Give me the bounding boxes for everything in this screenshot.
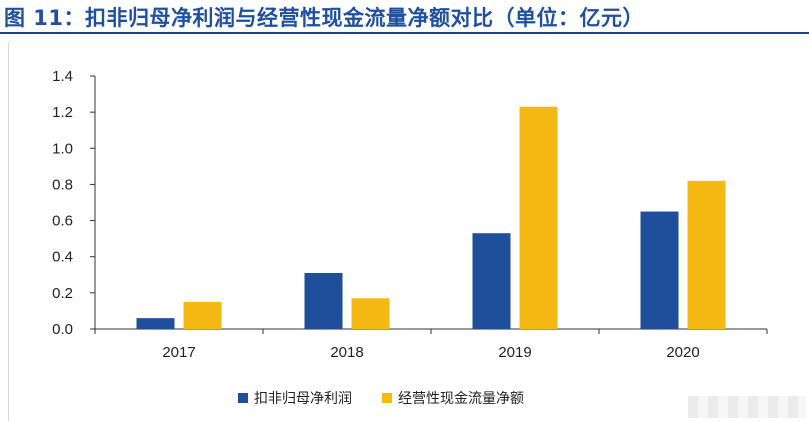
x-tick-label: 2017 xyxy=(162,344,195,361)
x-tick-label: 2019 xyxy=(498,344,531,361)
watermark xyxy=(688,396,806,418)
chart-legend: 扣非归母净利润 经营性现金流量净额 xyxy=(238,388,554,408)
bar-net-profit-2018 xyxy=(304,272,343,329)
y-tick-label: 0.2 xyxy=(52,285,73,302)
legend-label-net-profit: 扣非归母净利润 xyxy=(254,391,352,407)
legend-swatch-cash-flow xyxy=(382,393,392,403)
y-tick-label: 1.2 xyxy=(52,104,73,121)
y-tick-label: 1.0 xyxy=(52,140,73,157)
chart-bars xyxy=(136,106,726,329)
x-tick-label: 2018 xyxy=(330,344,363,361)
bar-net-profit-2020 xyxy=(640,211,679,329)
legend-swatch-net-profit xyxy=(238,393,248,403)
chart-frame xyxy=(8,42,809,421)
y-tick-label: 1.4 xyxy=(52,68,73,85)
bar-cash-flow-2018 xyxy=(351,298,390,329)
y-tick-label: 0.6 xyxy=(52,213,73,230)
legend-item-cash-flow: 经营性现金流量净额 xyxy=(382,388,524,408)
bar-cash-flow-2017 xyxy=(183,301,222,329)
bar-cash-flow-2019 xyxy=(519,106,558,329)
bar-cash-flow-2020 xyxy=(687,180,726,329)
title-bar: 图 11：扣非归母净利润与经营性现金流量净额对比（单位：亿元） xyxy=(0,0,809,34)
chart-tick-labels: 0.0 0.2 0.4 0.6 0.8 1.0 1.2 1.4 2017 2018 2019 2020 xyxy=(52,68,700,361)
bar-net-profit-2017 xyxy=(136,318,175,329)
page-title: 图 11：扣非归母净利润与经营性现金流量净额对比（单位：亿元） xyxy=(4,6,645,30)
bar-net-profit-2019 xyxy=(472,233,511,329)
legend-item-net-profit: 扣非归母净利润 xyxy=(238,388,352,408)
y-tick-label: 0.4 xyxy=(52,249,73,266)
x-tick-label: 2020 xyxy=(666,344,699,361)
y-tick-label: 0.8 xyxy=(52,176,73,193)
legend-label-cash-flow: 经营性现金流量净额 xyxy=(398,391,524,407)
y-tick-label: 0.0 xyxy=(52,321,73,338)
